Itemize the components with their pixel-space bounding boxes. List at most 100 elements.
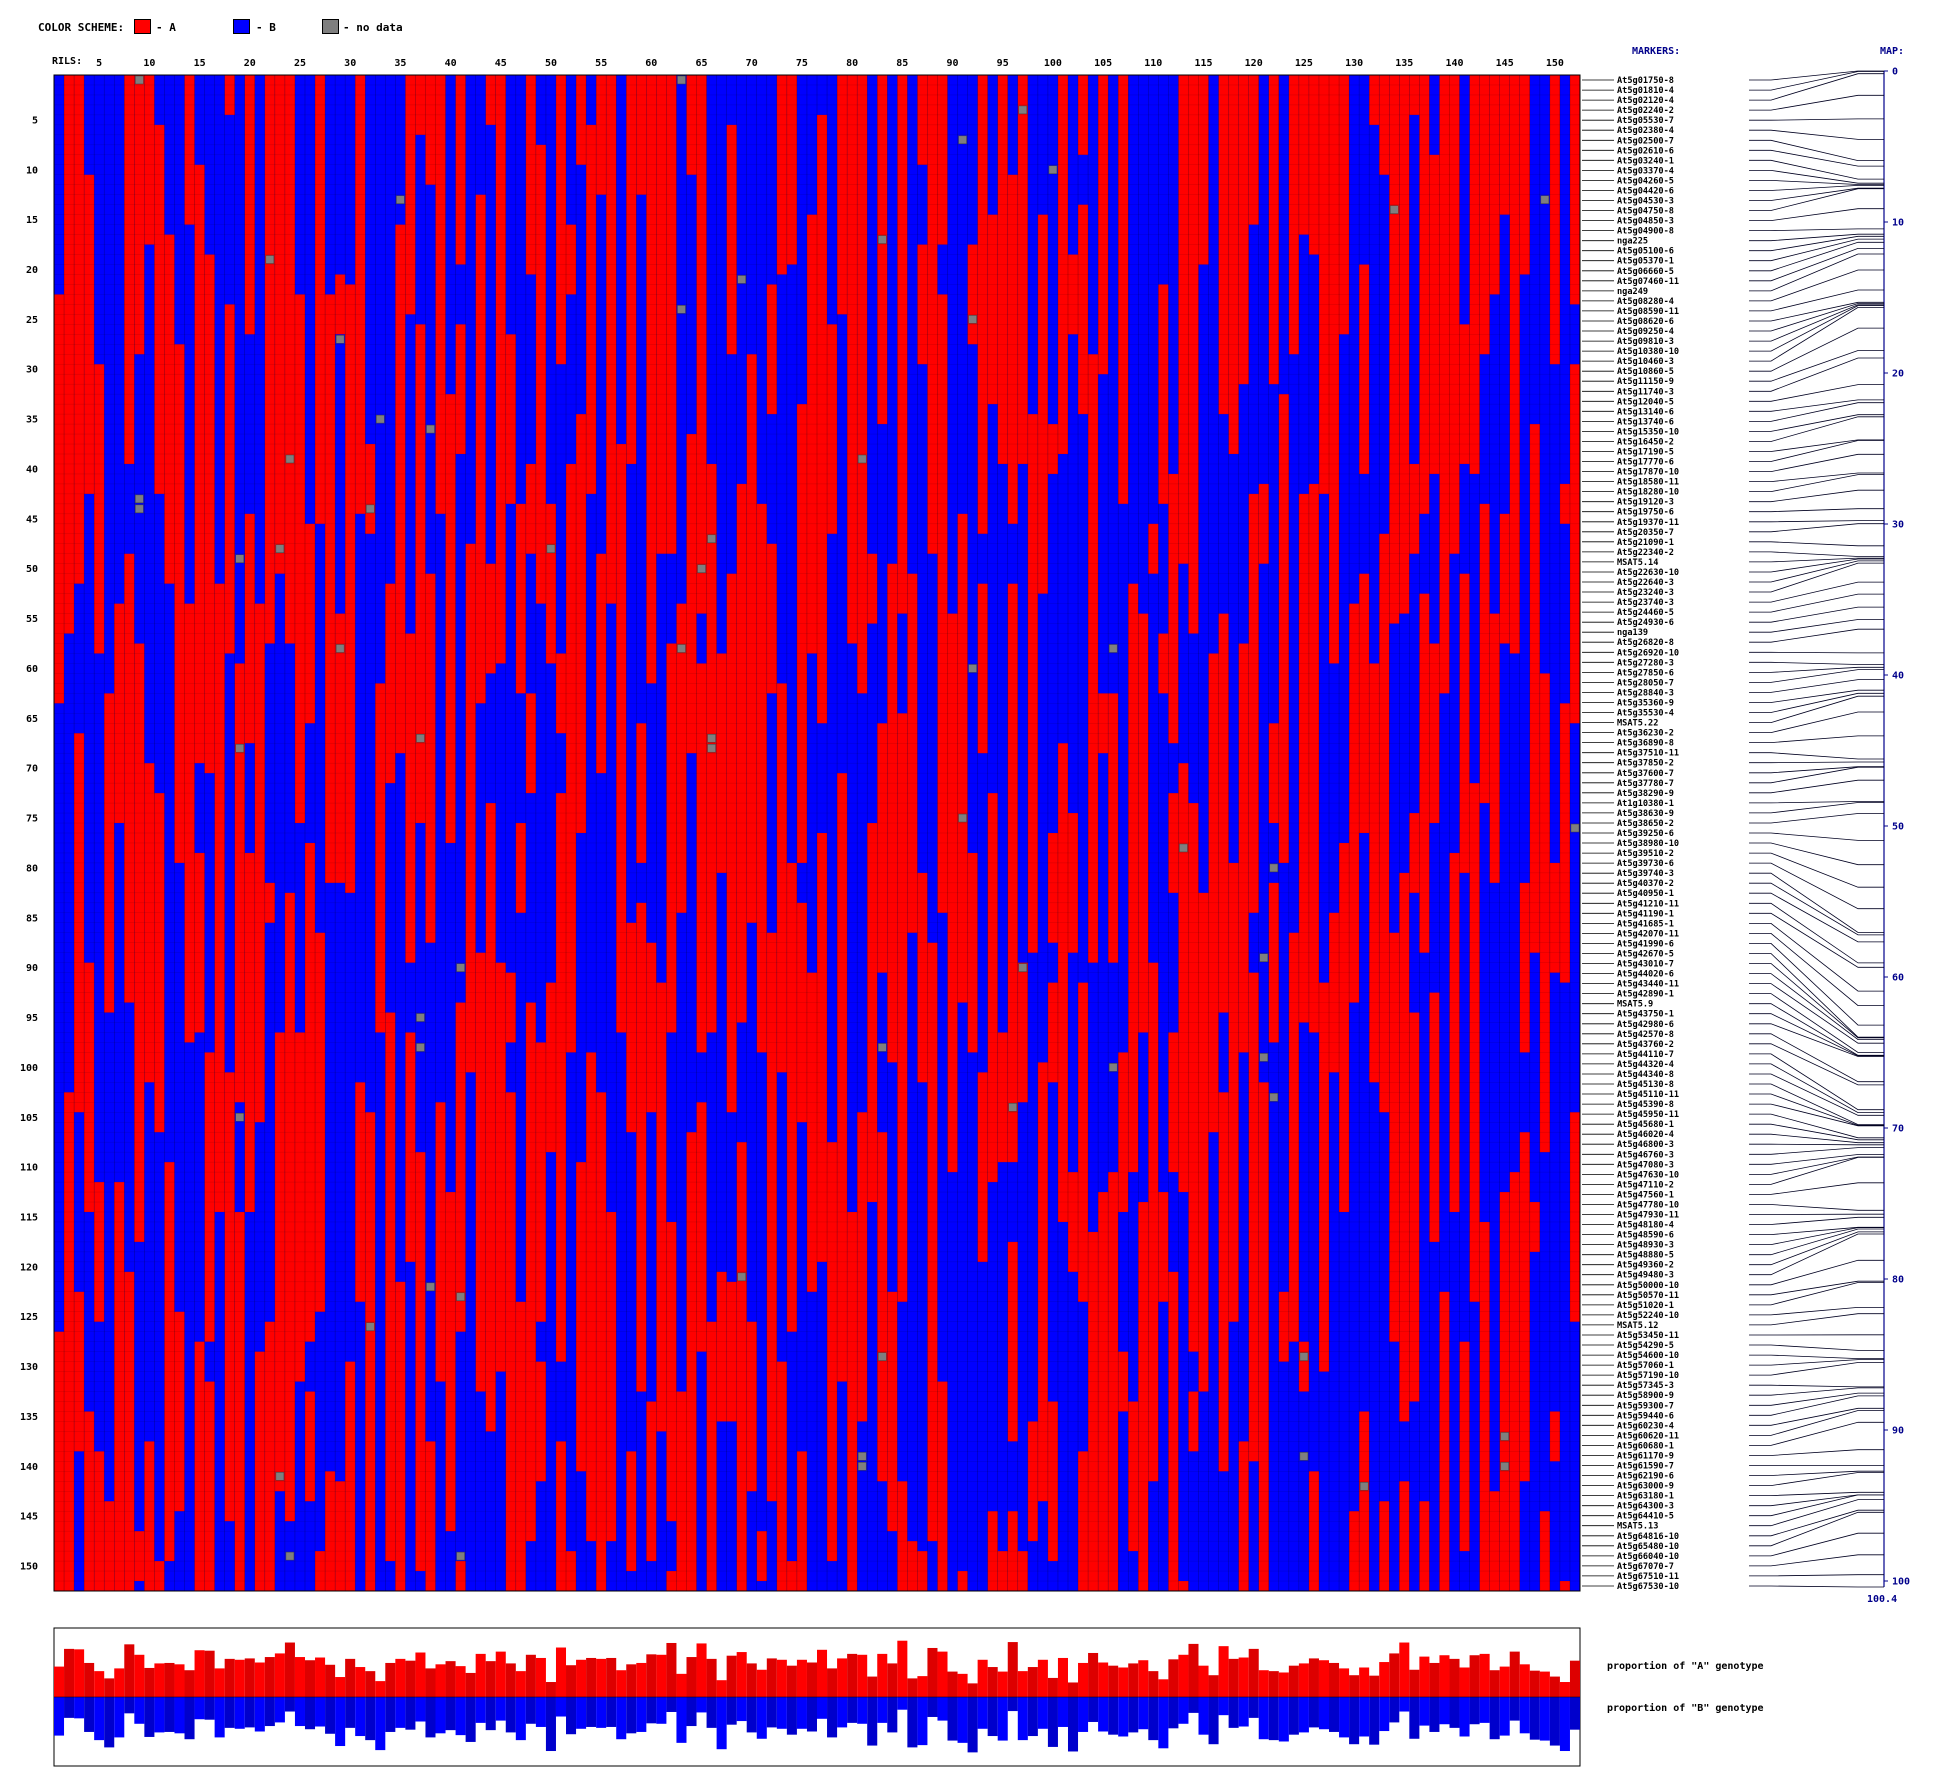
genotype-segment-a	[1439, 75, 1450, 694]
genotype-segment-a	[154, 124, 165, 494]
proportion-a-bar	[1047, 1677, 1058, 1697]
map-connector	[1749, 414, 1884, 432]
genotype-segment-a	[706, 1321, 717, 1591]
proportion-b-bar	[887, 1697, 898, 1733]
genotype-segment-a	[987, 793, 998, 1183]
nodata-cell	[365, 1322, 375, 1331]
map-connector	[1749, 303, 1884, 332]
genotype-segment-a	[1057, 75, 1068, 454]
map-connector	[1749, 689, 1884, 703]
proportion-a-bar	[1519, 1664, 1530, 1697]
genotype-segment-a	[636, 902, 647, 1392]
proportion-a-bar	[515, 1671, 526, 1698]
proportion-b-bar	[606, 1697, 617, 1727]
proportion-a-bar	[1369, 1675, 1380, 1697]
proportion-a-bar	[244, 1658, 255, 1697]
genotype-segment-a	[1298, 1341, 1309, 1392]
proportion-a-bar	[626, 1664, 637, 1697]
genotype-segment-a	[1278, 1291, 1289, 1362]
genotype-segment-a	[1449, 75, 1460, 554]
nodata-cell	[235, 1113, 245, 1122]
genotype-segment-a	[505, 1092, 516, 1591]
genotype-segment-a	[817, 114, 828, 724]
proportion-b-bar	[1158, 1697, 1169, 1749]
marker-tick-label: 140	[20, 1462, 38, 1473]
proportion-b-bar	[244, 1697, 255, 1728]
map-connector	[1749, 557, 1884, 563]
genotype-segment-a	[425, 75, 436, 185]
nodata-cell	[416, 1013, 425, 1022]
marker-name: At5g43750-1	[1617, 1010, 1674, 1020]
marker-name: At5g44020-6	[1617, 970, 1674, 980]
proportion-a-bar	[917, 1676, 928, 1697]
map-connector	[1749, 520, 1884, 523]
map-connector	[1749, 1133, 1884, 1144]
proportion-b-bar	[555, 1697, 567, 1717]
map-tick-label: 10	[1892, 218, 1904, 229]
proportion-a-bar	[1258, 1670, 1269, 1697]
genotype-segment-a	[124, 75, 135, 464]
marker-name: At5g47560-1	[1617, 1190, 1674, 1200]
nodata-cell	[1390, 205, 1399, 214]
ril-tick-label: 45	[495, 58, 507, 69]
proportion-a-bar	[646, 1654, 657, 1697]
proportion-b-bar	[1188, 1697, 1199, 1713]
ril-axis: 5 10 15 20 25 30 35 40 45 50 55 60 65 70 75 80 85 90 95 100…	[96, 58, 1564, 69]
proportion-a-bar	[1268, 1671, 1279, 1698]
proportion-b-bar	[1429, 1697, 1440, 1732]
genotype-segment-a	[977, 75, 988, 534]
marker-name: At5g09250-4	[1617, 327, 1674, 337]
genotype-segment-a	[244, 513, 255, 744]
genotype-segment-a	[325, 294, 336, 883]
genotype-segment-a	[1429, 643, 1440, 824]
proportion-a-bar	[736, 1652, 747, 1697]
genotype-segment-a	[54, 1331, 65, 1591]
genotype-segment-a	[304, 523, 316, 724]
genotype-segment-a	[1529, 424, 1540, 953]
proportion-b-bar	[114, 1697, 125, 1738]
genotype-segment-a	[696, 663, 707, 1053]
genotype-segment-a	[1308, 483, 1319, 1033]
genotype-segment-a	[887, 563, 898, 1063]
marker-name: At5g02120-4	[1617, 96, 1674, 106]
nodata-cell	[707, 743, 716, 753]
proportion-b-bar	[445, 1697, 456, 1731]
proportion-a-bar	[726, 1655, 737, 1697]
marker-name: At5g02240-2	[1617, 106, 1674, 116]
genetic-map: 0 10 20 30 40 50 60 70 80 90 100 100.4	[1749, 67, 1910, 1605]
ril-tick-label: 140	[1445, 58, 1463, 69]
proportion-a-bar	[465, 1672, 476, 1697]
proportion-a-bar	[1218, 1646, 1229, 1697]
marker-name: At5g17770-6	[1617, 458, 1674, 468]
proportion-a-bar	[1158, 1679, 1169, 1697]
map-connector	[1749, 474, 1884, 492]
proportion-a-bar	[817, 1649, 828, 1697]
map-connector	[1749, 1387, 1884, 1396]
genotype-segment-a	[1549, 75, 1560, 365]
proportion-a-bar	[706, 1658, 717, 1697]
map-connector	[1749, 129, 1884, 140]
genotype-segment-a	[1188, 1391, 1199, 1452]
proportion-a-bar	[264, 1657, 275, 1697]
genotype-segment-a	[1007, 174, 1018, 524]
genotype-segment-a	[927, 942, 938, 1542]
marker-name: At5g28840-3	[1617, 688, 1674, 698]
nodata-cell	[416, 734, 425, 743]
genotype-segment-a	[1519, 1132, 1530, 1482]
genotype-segment-a	[776, 75, 787, 275]
genotype-segment-a	[786, 75, 797, 265]
genotype-segment-a	[1208, 653, 1219, 1133]
map-connector	[1749, 766, 1884, 774]
map-connector	[1749, 1063, 1884, 1113]
genotype-segment-a	[1439, 1291, 1450, 1591]
proportion-b-bar	[1318, 1697, 1330, 1730]
genotype-segment-a	[174, 1311, 185, 1512]
genotype-segment-a	[555, 1441, 567, 1591]
nodata-cell	[335, 644, 345, 653]
proportion-a-bar	[716, 1680, 727, 1697]
genotype-segment-a	[947, 613, 958, 1173]
map-connector	[1749, 402, 1884, 422]
genotype-segment-a	[1078, 204, 1089, 415]
nodata-cell	[265, 255, 275, 264]
proportion-a-bar	[1409, 1669, 1420, 1697]
